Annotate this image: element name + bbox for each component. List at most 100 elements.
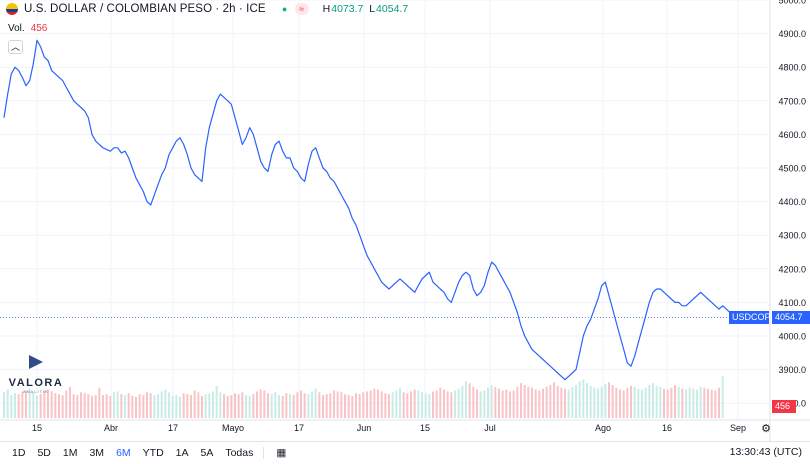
volume-bar <box>259 389 262 418</box>
volume-bar <box>351 396 354 418</box>
volume-bar <box>230 395 233 418</box>
volume-bar <box>443 389 445 418</box>
volume-bar <box>83 393 86 418</box>
volume-bar <box>142 395 145 418</box>
timeframe-1m[interactable]: 1M <box>62 447 78 459</box>
timeframe-ytd[interactable]: YTD <box>142 447 164 459</box>
volume-bar <box>241 392 244 418</box>
calendar-icon[interactable]: ▦ <box>276 447 287 459</box>
price-line <box>3 39 753 381</box>
volume-bar <box>600 386 603 418</box>
volume-bar <box>509 391 511 418</box>
volume-bar <box>303 393 306 418</box>
x-tick-label: Sep <box>730 423 746 433</box>
volume-bar <box>685 389 687 418</box>
volume-bar <box>50 391 53 418</box>
last-price-tag: 4054.7 <box>772 311 810 325</box>
volume-bar <box>307 394 310 418</box>
volume-bar <box>619 389 621 418</box>
chart-grid <box>0 0 770 420</box>
volume-bar <box>721 376 724 418</box>
timeframe-5d[interactable]: 5D <box>37 447 51 459</box>
volume-bar <box>399 387 401 418</box>
volume-bar <box>468 383 471 418</box>
volume-bar <box>556 385 559 418</box>
volume-bar <box>131 396 134 418</box>
volume-bar <box>186 394 189 418</box>
volume-bar <box>296 392 299 418</box>
volume-bar <box>479 391 482 418</box>
y-tick-label: 4000.0 <box>778 332 806 342</box>
high-low-readout: H4073.7 L4054.7 <box>322 3 409 15</box>
symbol-header[interactable]: U.S. DOLLAR / COLOMBIAN PESO · 2h · ICE … <box>6 3 408 15</box>
volume-bar <box>58 394 60 418</box>
timeframe-todas[interactable]: Todas <box>225 447 254 459</box>
timeframe-1a[interactable]: 1A <box>175 447 189 459</box>
volume-bar <box>498 388 500 418</box>
volume-bar <box>146 392 148 418</box>
volume-bar <box>256 391 258 418</box>
volume-bar <box>21 391 24 418</box>
volume-bar <box>113 392 115 418</box>
volume-bar <box>300 390 302 418</box>
volume-bar <box>633 386 636 418</box>
timeframe-6m[interactable]: 6M <box>116 447 131 459</box>
volume-bar <box>589 385 592 418</box>
volume-bar <box>560 387 563 418</box>
volume-bar <box>670 387 673 418</box>
volume-bar <box>622 390 625 418</box>
volume-bar <box>54 393 57 418</box>
volume-bar <box>314 388 317 418</box>
timeframe-1d[interactable]: 1D <box>12 447 26 459</box>
volume-bar <box>278 395 280 418</box>
volume-bar <box>175 395 178 418</box>
volume-bar <box>311 391 313 418</box>
currency-flag-icon <box>6 3 18 15</box>
volume-bar <box>677 386 680 418</box>
volume-bar <box>160 391 163 418</box>
timeframe-5a[interactable]: 5A <box>200 447 214 459</box>
volume-bar <box>494 386 497 418</box>
volume-bar <box>439 387 442 418</box>
y-tick-label: 4600.0 <box>778 130 806 140</box>
volume-bar <box>285 393 288 418</box>
volume-bar <box>630 385 632 418</box>
volume-bar <box>413 389 416 418</box>
volume-bar <box>127 393 130 418</box>
volume-bar <box>402 392 405 418</box>
chevron-up-icon[interactable]: ︿ <box>8 40 23 54</box>
x-tick-label: Jul <box>484 423 496 433</box>
volume-bar <box>182 393 185 418</box>
volume-bar <box>336 391 339 418</box>
volume-bar <box>549 385 552 418</box>
volume-bar <box>347 395 350 418</box>
volume-bar <box>534 389 537 418</box>
volume-bar <box>105 394 108 418</box>
volume-bar <box>373 388 376 418</box>
volume-bar <box>76 395 79 418</box>
volume-legend: Vol. 456 <box>8 23 48 34</box>
volume-bar <box>109 396 112 418</box>
x-tick-label: 15 <box>32 423 42 433</box>
volume-bar <box>710 389 713 418</box>
volume-bar <box>39 394 42 418</box>
volume-bar <box>523 385 526 418</box>
volume-bar <box>384 393 387 418</box>
volume-bar <box>3 392 5 418</box>
volume-bar <box>575 385 577 418</box>
volume-bar <box>270 394 273 418</box>
volume-bar <box>358 394 361 418</box>
volume-bar <box>703 387 706 418</box>
volume-bar <box>157 394 159 418</box>
volume-bar <box>171 396 174 418</box>
volume-bar <box>417 390 420 418</box>
volume-bar <box>164 389 167 418</box>
volume-bar <box>201 396 203 418</box>
volume-bar <box>25 390 27 418</box>
volume-bar <box>512 390 515 418</box>
gear-icon[interactable]: ⚙ <box>761 423 771 435</box>
volume-bar <box>61 395 64 418</box>
timeframe-3m[interactable]: 3M <box>89 447 105 459</box>
volume-bar <box>281 396 284 418</box>
